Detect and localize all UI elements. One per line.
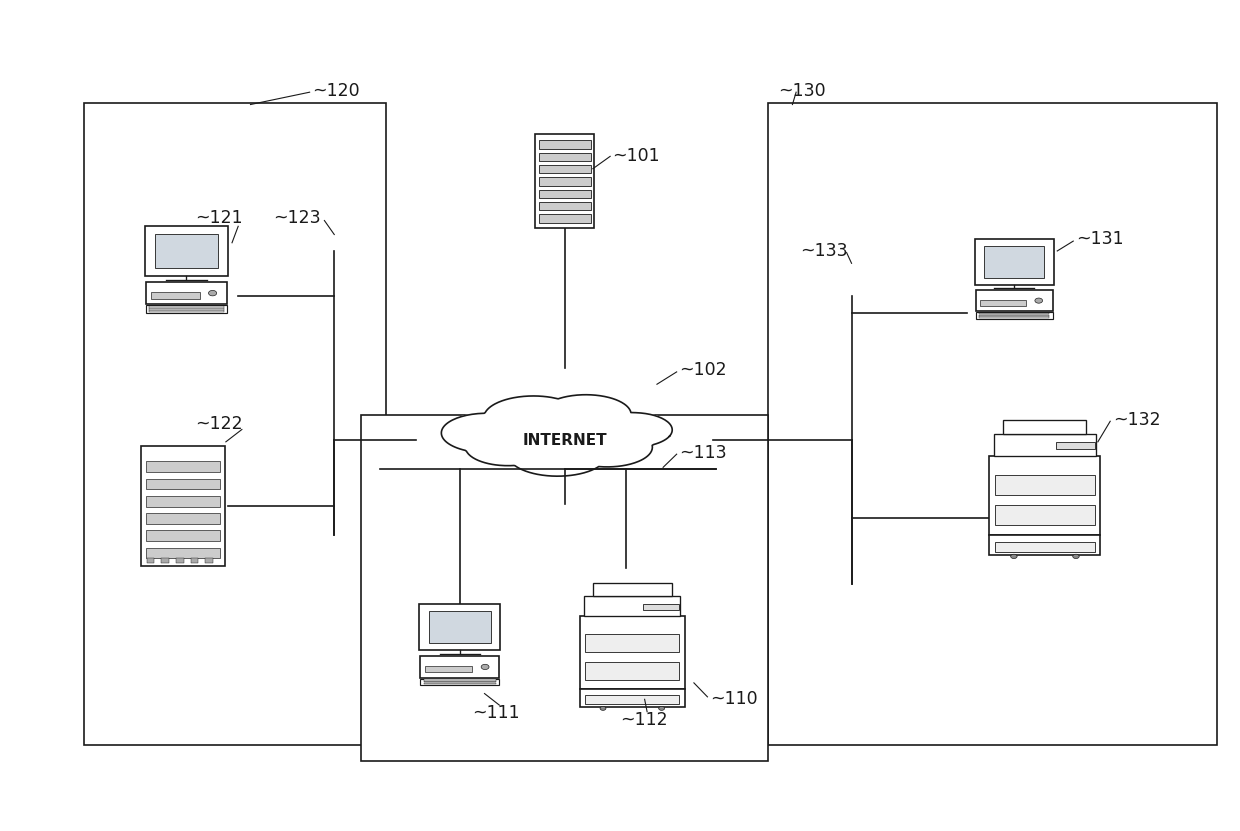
Bar: [994, 434, 1096, 455]
Bar: [994, 542, 1095, 552]
Bar: [146, 496, 219, 507]
Text: ~102: ~102: [680, 361, 727, 379]
Bar: [146, 548, 219, 558]
Bar: [978, 312, 1049, 314]
Bar: [429, 611, 491, 643]
Bar: [538, 177, 590, 186]
Bar: [176, 558, 184, 563]
Bar: [425, 666, 472, 672]
Bar: [580, 689, 684, 707]
Bar: [994, 475, 1095, 495]
Bar: [538, 214, 590, 223]
Bar: [1003, 420, 1086, 434]
Bar: [149, 308, 224, 310]
Bar: [145, 282, 227, 304]
Bar: [538, 165, 590, 174]
Bar: [981, 299, 1027, 306]
Bar: [990, 455, 1100, 535]
Polygon shape: [441, 395, 672, 476]
Circle shape: [481, 664, 489, 670]
Bar: [538, 189, 590, 198]
Bar: [975, 239, 1054, 284]
Text: ~110: ~110: [711, 691, 758, 708]
Text: ~132: ~132: [1112, 411, 1161, 429]
Bar: [361, 416, 768, 761]
Bar: [145, 306, 227, 312]
Bar: [768, 103, 1218, 745]
Bar: [146, 479, 219, 489]
Bar: [424, 681, 496, 682]
Circle shape: [600, 706, 606, 711]
Bar: [206, 558, 213, 563]
Bar: [585, 696, 680, 705]
Bar: [155, 234, 218, 268]
Circle shape: [1035, 298, 1043, 303]
Text: INTERNET: INTERNET: [522, 433, 606, 448]
Text: ~130: ~130: [777, 81, 826, 100]
Bar: [642, 604, 680, 610]
Bar: [420, 679, 500, 686]
Bar: [978, 315, 1049, 316]
Text: ~122: ~122: [195, 415, 243, 433]
Bar: [420, 656, 500, 677]
Bar: [146, 530, 219, 541]
Bar: [538, 202, 590, 210]
Bar: [145, 226, 228, 276]
Text: ~123: ~123: [273, 209, 320, 227]
Bar: [534, 134, 594, 229]
Bar: [580, 617, 684, 689]
Text: ~101: ~101: [613, 146, 660, 165]
Bar: [985, 246, 1044, 278]
Bar: [150, 292, 200, 299]
Bar: [994, 505, 1095, 525]
Bar: [976, 290, 1053, 311]
Text: ~120: ~120: [312, 81, 360, 100]
Circle shape: [1011, 554, 1017, 558]
Bar: [149, 310, 224, 312]
Text: ~131: ~131: [1076, 229, 1123, 248]
Bar: [419, 604, 500, 651]
Bar: [191, 558, 198, 563]
Text: ~112: ~112: [620, 711, 667, 729]
Text: ~133: ~133: [800, 242, 847, 260]
Bar: [538, 153, 590, 161]
Bar: [1056, 442, 1095, 449]
Bar: [976, 312, 1053, 318]
Bar: [593, 583, 672, 597]
Bar: [990, 535, 1100, 555]
Circle shape: [208, 290, 217, 296]
Bar: [146, 514, 219, 524]
Bar: [538, 140, 590, 149]
Circle shape: [658, 706, 665, 711]
Bar: [84, 103, 386, 745]
Bar: [584, 597, 681, 617]
Bar: [141, 446, 224, 566]
Bar: [585, 634, 680, 652]
Bar: [146, 461, 219, 472]
Text: ~113: ~113: [680, 444, 727, 461]
Bar: [424, 683, 496, 685]
Bar: [161, 558, 169, 563]
Bar: [585, 661, 680, 680]
Text: ~111: ~111: [472, 705, 520, 722]
Bar: [424, 679, 496, 681]
Circle shape: [1073, 554, 1079, 558]
Bar: [146, 558, 154, 563]
Text: ~121: ~121: [195, 209, 243, 227]
